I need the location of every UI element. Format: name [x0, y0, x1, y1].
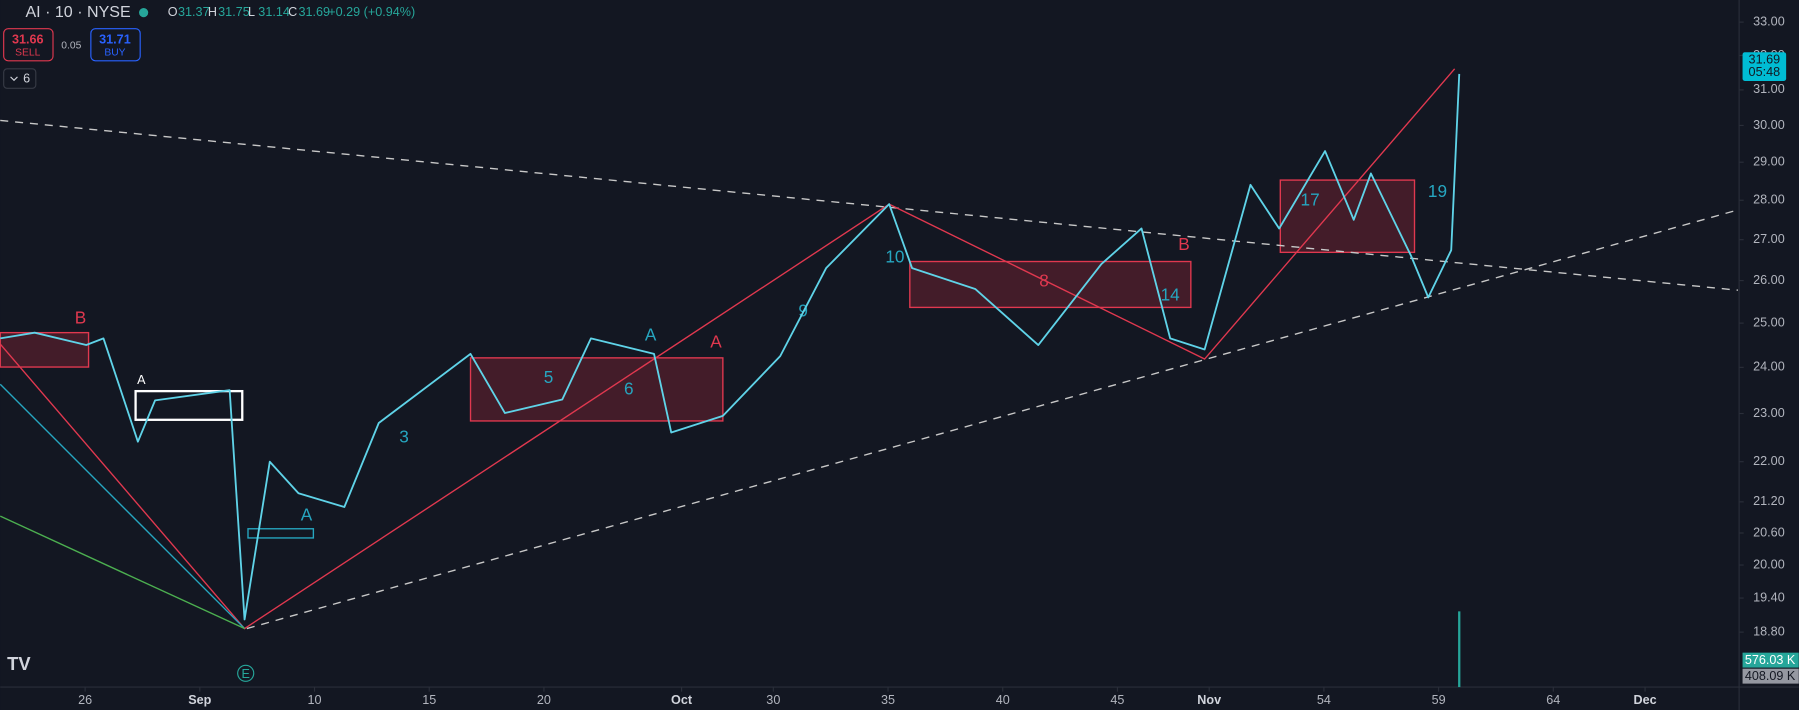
annotations: B A A A A B 3 5 6 8 10 14 17 19 9 E — [75, 181, 1447, 682]
x-tick-label: 59 — [1432, 693, 1446, 707]
change: +0.29 (+0.94%) — [328, 5, 415, 19]
x-tick-label: 10 — [308, 693, 322, 707]
x-tick-label: 26 — [78, 693, 92, 707]
last-price-tag — [1742, 52, 1787, 81]
volume-spike — [1458, 611, 1461, 688]
sell-button[interactable] — [3, 28, 54, 62]
y-tick-label: 23.00 — [1753, 406, 1785, 420]
y-tick-label: 19.40 — [1753, 590, 1785, 604]
trend-line — [0, 119, 1739, 291]
box — [134, 389, 244, 421]
annotation: 14 — [1161, 284, 1181, 304]
x-tick-label: 30 — [766, 693, 780, 707]
ohlc-value: 31.37 — [178, 5, 210, 19]
buy-button[interactable] — [90, 28, 141, 62]
annotation: A — [301, 505, 313, 525]
volume-tag — [1742, 668, 1799, 684]
symbol: AI · 10 · NYSE — [25, 3, 131, 21]
x-tick-label: 35 — [881, 693, 895, 707]
annotation: 5 — [544, 367, 554, 387]
volume-label: 576.03 K — [1745, 653, 1796, 667]
annotation: 19 — [1428, 181, 1447, 201]
status-dot — [139, 8, 149, 18]
y-tick-label: 30.00 — [1753, 118, 1785, 132]
annotation: B — [1178, 234, 1189, 254]
volume-label: 408.09 K — [1745, 669, 1796, 683]
x-tick-label: Sep — [188, 693, 211, 707]
y-tick-label: 20.00 — [1753, 557, 1785, 571]
y-tick-label: 26.00 — [1753, 273, 1785, 287]
x-tick-label: 40 — [996, 693, 1010, 707]
sell-price[interactable]: 31.66 — [12, 32, 44, 46]
plot: 33.0032.0031.0030.0029.0028.0027.0026.00… — [0, 14, 1799, 707]
y-tick-label: 27.00 — [1753, 232, 1785, 246]
x-tick-label: Oct — [671, 693, 693, 707]
price-line — [0, 73, 1461, 621]
y-tick-label: 24.00 — [1753, 360, 1785, 374]
ohlc-label: H — [208, 5, 217, 19]
sell-label[interactable]: SELL — [15, 47, 40, 58]
buy-label[interactable]: BUY — [104, 47, 125, 58]
x-tick-label: 64 — [1546, 693, 1560, 707]
indicators-toggle[interactable] — [3, 68, 37, 89]
y-tick-label: 28.00 — [1753, 193, 1785, 207]
annotation: B — [75, 307, 86, 327]
ohlc-value: 31.75 — [218, 5, 250, 19]
y-tick-label: 22.00 — [1753, 454, 1785, 468]
y-tick-label: 33.00 — [1753, 14, 1785, 28]
trend-line — [246, 209, 1739, 630]
ohlc-label: L — [248, 5, 255, 19]
x-tick-label: 15 — [422, 693, 436, 707]
annotation: 17 — [1301, 189, 1320, 209]
annotation: 3 — [399, 427, 409, 447]
box — [909, 260, 1192, 309]
annotation: A — [710, 332, 722, 352]
y-tick-label: 29.00 — [1753, 155, 1785, 169]
ohlc-value: 31.14 — [258, 5, 290, 19]
x-tick-label: Dec — [1633, 693, 1656, 707]
box — [247, 528, 315, 539]
buy-price[interactable]: 31.71 — [99, 32, 131, 46]
y-tick-label: 18.80 — [1753, 624, 1785, 638]
ohlc-label: O — [168, 5, 178, 19]
x-tick-label: Nov — [1197, 693, 1221, 707]
indicators-count[interactable]: 6 — [23, 71, 30, 85]
annotation: 8 — [1039, 271, 1049, 291]
earnings-marker[interactable] — [237, 664, 255, 682]
x-tick-label: 54 — [1317, 693, 1331, 707]
y-tick-label: 25.00 — [1753, 315, 1785, 329]
y-tick-label: 20.60 — [1753, 525, 1785, 539]
x-tick-label: 20 — [537, 693, 551, 707]
cyan-line — [0, 383, 246, 630]
spread: 0.05 — [61, 41, 81, 52]
countdown: 05:48 — [1749, 65, 1781, 79]
ohlc: O 31.37H 31.75L 31.14C 31.69 — [168, 5, 330, 19]
annotation: A — [137, 373, 146, 387]
box — [0, 331, 90, 368]
ohlc-value: 31.69 — [298, 5, 330, 19]
logo: TV — [7, 653, 31, 674]
volume-tag — [1742, 652, 1799, 668]
chevron[interactable] — [10, 76, 18, 82]
annotation: 10 — [885, 247, 904, 267]
annotation: A — [645, 325, 657, 345]
last-price: 31.69 — [1749, 53, 1781, 67]
x-tick-label: 45 — [1110, 693, 1124, 707]
ohlc-label: C — [288, 5, 297, 19]
annotation: 6 — [624, 379, 634, 399]
y-tick-label: 21.20 — [1753, 494, 1785, 508]
y-tick-label: 31.00 — [1753, 82, 1785, 96]
green-line — [0, 515, 245, 630]
annotation[interactable]: E — [241, 667, 249, 681]
